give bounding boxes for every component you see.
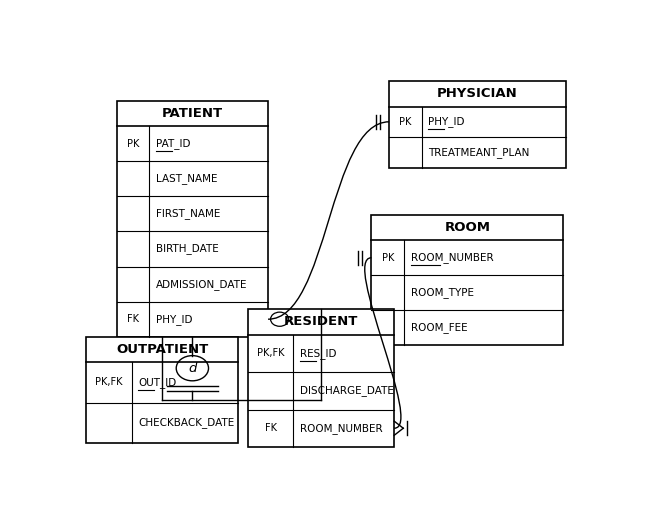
Text: PK: PK [381,253,394,263]
Text: FIRST_NAME: FIRST_NAME [156,208,221,219]
Text: BIRTH_DATE: BIRTH_DATE [156,244,219,254]
Text: CHECKBACK_DATE: CHECKBACK_DATE [139,417,234,428]
Text: PHY_ID: PHY_ID [156,314,193,324]
Text: PHYSICIAN: PHYSICIAN [437,87,518,100]
Bar [372,215,563,344]
Text: ROOM: ROOM [445,221,490,234]
Text: FK: FK [264,423,277,433]
Text: PK: PK [399,117,411,127]
Text: OUT_ID: OUT_ID [139,377,176,388]
Text: LAST_NAME: LAST_NAME [156,173,217,184]
Bar [248,309,394,447]
Text: DISCHARGE_DATE: DISCHARGE_DATE [300,385,394,397]
Text: RESIDENT: RESIDENT [284,315,358,329]
Text: PHY_ID: PHY_ID [428,117,465,127]
Text: RES_ID: RES_ID [300,348,337,359]
Bar [117,101,268,337]
Text: PK: PK [127,139,139,149]
Text: OUTPATIENT: OUTPATIENT [116,343,208,356]
Text: d: d [188,362,197,375]
Text: TREATMEANT_PLAN: TREATMEANT_PLAN [428,147,530,158]
Text: FK: FK [127,314,139,324]
Text: ADMISSION_DATE: ADMISSION_DATE [156,278,247,290]
Text: PATIENT: PATIENT [162,107,223,120]
Bar [87,337,238,443]
Text: PK,FK: PK,FK [257,349,284,359]
Text: PK,FK: PK,FK [96,378,123,387]
Text: ROOM_NUMBER: ROOM_NUMBER [411,252,493,263]
Text: ROOM_TYPE: ROOM_TYPE [411,287,474,298]
Text: PAT_ID: PAT_ID [156,138,191,149]
Bar [389,81,566,168]
Text: ROOM_FEE: ROOM_FEE [411,322,467,333]
Text: ROOM_NUMBER: ROOM_NUMBER [300,423,382,434]
